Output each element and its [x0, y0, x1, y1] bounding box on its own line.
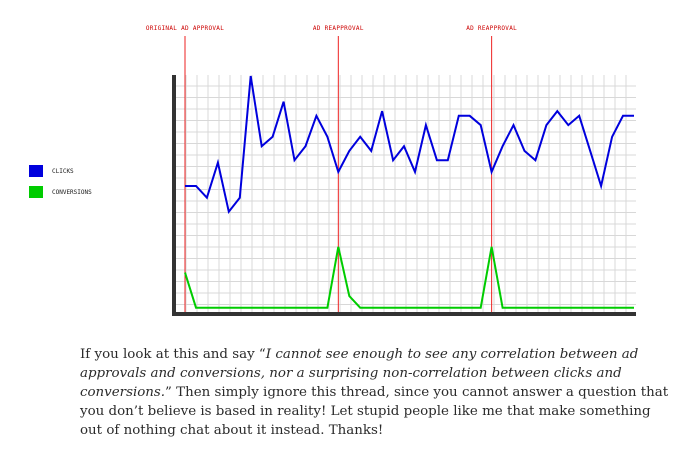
chart-series — [184, 75, 634, 309]
legend-label-conversions: CONVERSIONS — [52, 189, 92, 196]
chart-legend: CLICKS CONVERSIONS — [29, 165, 92, 198]
annotation-label: ORIGINAL AD APPROVAL — [146, 25, 224, 32]
annotation-labels: ORIGINAL AD APPROVAL AD REAPPROVAL AD REAP… — [146, 25, 517, 32]
annotation-label: AD REAPPROVAL — [313, 25, 364, 32]
caption-quote: I cannot see enough to see any correlati… — [80, 347, 639, 400]
legend-swatch-clicks — [29, 165, 43, 177]
series-line-clicks — [185, 75, 634, 214]
caption-paragraph: If you look at this and say “I cannot se… — [80, 345, 670, 440]
plot-background — [174, 75, 636, 314]
annotation-lines — [184, 36, 493, 314]
chart-grid — [174, 75, 636, 314]
legend-swatch-conversions — [29, 186, 43, 198]
chart: ORIGINAL AD APPROVAL AD REAPPROVAL AD REAP… — [29, 25, 636, 316]
annotation-label: AD REAPPROVAL — [466, 25, 517, 32]
caption-rest: ” Then simply ignore this thread, since … — [80, 385, 669, 438]
chart-axes — [172, 75, 636, 316]
series-line-conversions — [184, 246, 634, 309]
caption-lead: If you look at this and say “ — [80, 347, 266, 362]
legend-label-clicks: CLICKS — [52, 168, 74, 175]
